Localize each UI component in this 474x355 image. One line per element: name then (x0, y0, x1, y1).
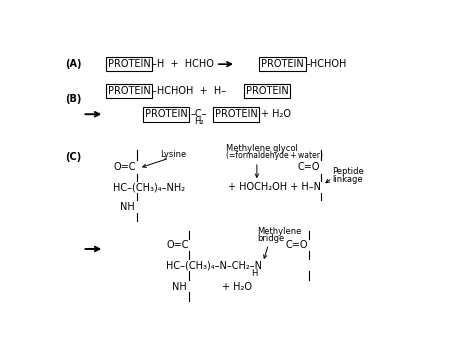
Text: PROTEIN: PROTEIN (215, 109, 257, 119)
Text: bridge: bridge (257, 234, 284, 243)
Text: PROTEIN: PROTEIN (108, 86, 150, 96)
Text: C=O: C=O (285, 240, 308, 250)
Text: + H₂O: + H₂O (261, 109, 291, 119)
Text: + HOCH₂OH + H–N: + HOCH₂OH + H–N (228, 182, 321, 192)
Text: O=C: O=C (166, 240, 189, 250)
Text: (A): (A) (65, 59, 82, 69)
Text: –H  +  HCHO: –H + HCHO (152, 59, 214, 69)
Text: HC–(CH₃)₄–NH₂: HC–(CH₃)₄–NH₂ (113, 182, 186, 192)
Text: HC–(CH₃)₄–N–CH₂–N: HC–(CH₃)₄–N–CH₂–N (166, 261, 262, 271)
Text: + H₂O: + H₂O (222, 283, 252, 293)
Text: –C–: –C– (191, 109, 208, 119)
FancyBboxPatch shape (106, 84, 152, 98)
Text: C=O: C=O (298, 162, 320, 172)
Text: PROTEIN: PROTEIN (246, 86, 288, 96)
Text: PROTEIN: PROTEIN (145, 109, 188, 119)
Text: H: H (251, 269, 258, 278)
FancyBboxPatch shape (143, 107, 190, 121)
Text: NH: NH (173, 282, 187, 292)
Text: Lysine: Lysine (160, 150, 186, 159)
Text: PROTEIN: PROTEIN (108, 59, 150, 69)
Text: (B): (B) (65, 94, 82, 104)
Text: (=formaldehyde + water): (=formaldehyde + water) (226, 151, 323, 160)
Text: PROTEIN: PROTEIN (261, 59, 304, 69)
Text: H₂: H₂ (194, 118, 204, 126)
FancyBboxPatch shape (259, 57, 306, 71)
FancyBboxPatch shape (213, 107, 259, 121)
Text: Methylene glycol: Methylene glycol (226, 144, 298, 153)
Text: (C): (C) (65, 152, 82, 162)
Text: –HCHOH: –HCHOH (306, 59, 347, 69)
Text: –HCHOH  +  H–: –HCHOH + H– (152, 86, 227, 96)
Text: Peptide: Peptide (332, 168, 364, 176)
FancyBboxPatch shape (244, 84, 290, 98)
Text: Methylene: Methylene (257, 227, 301, 236)
Text: O=C: O=C (113, 162, 136, 172)
Text: NH: NH (120, 202, 135, 212)
Text: linkage: linkage (332, 175, 363, 184)
FancyBboxPatch shape (106, 57, 152, 71)
